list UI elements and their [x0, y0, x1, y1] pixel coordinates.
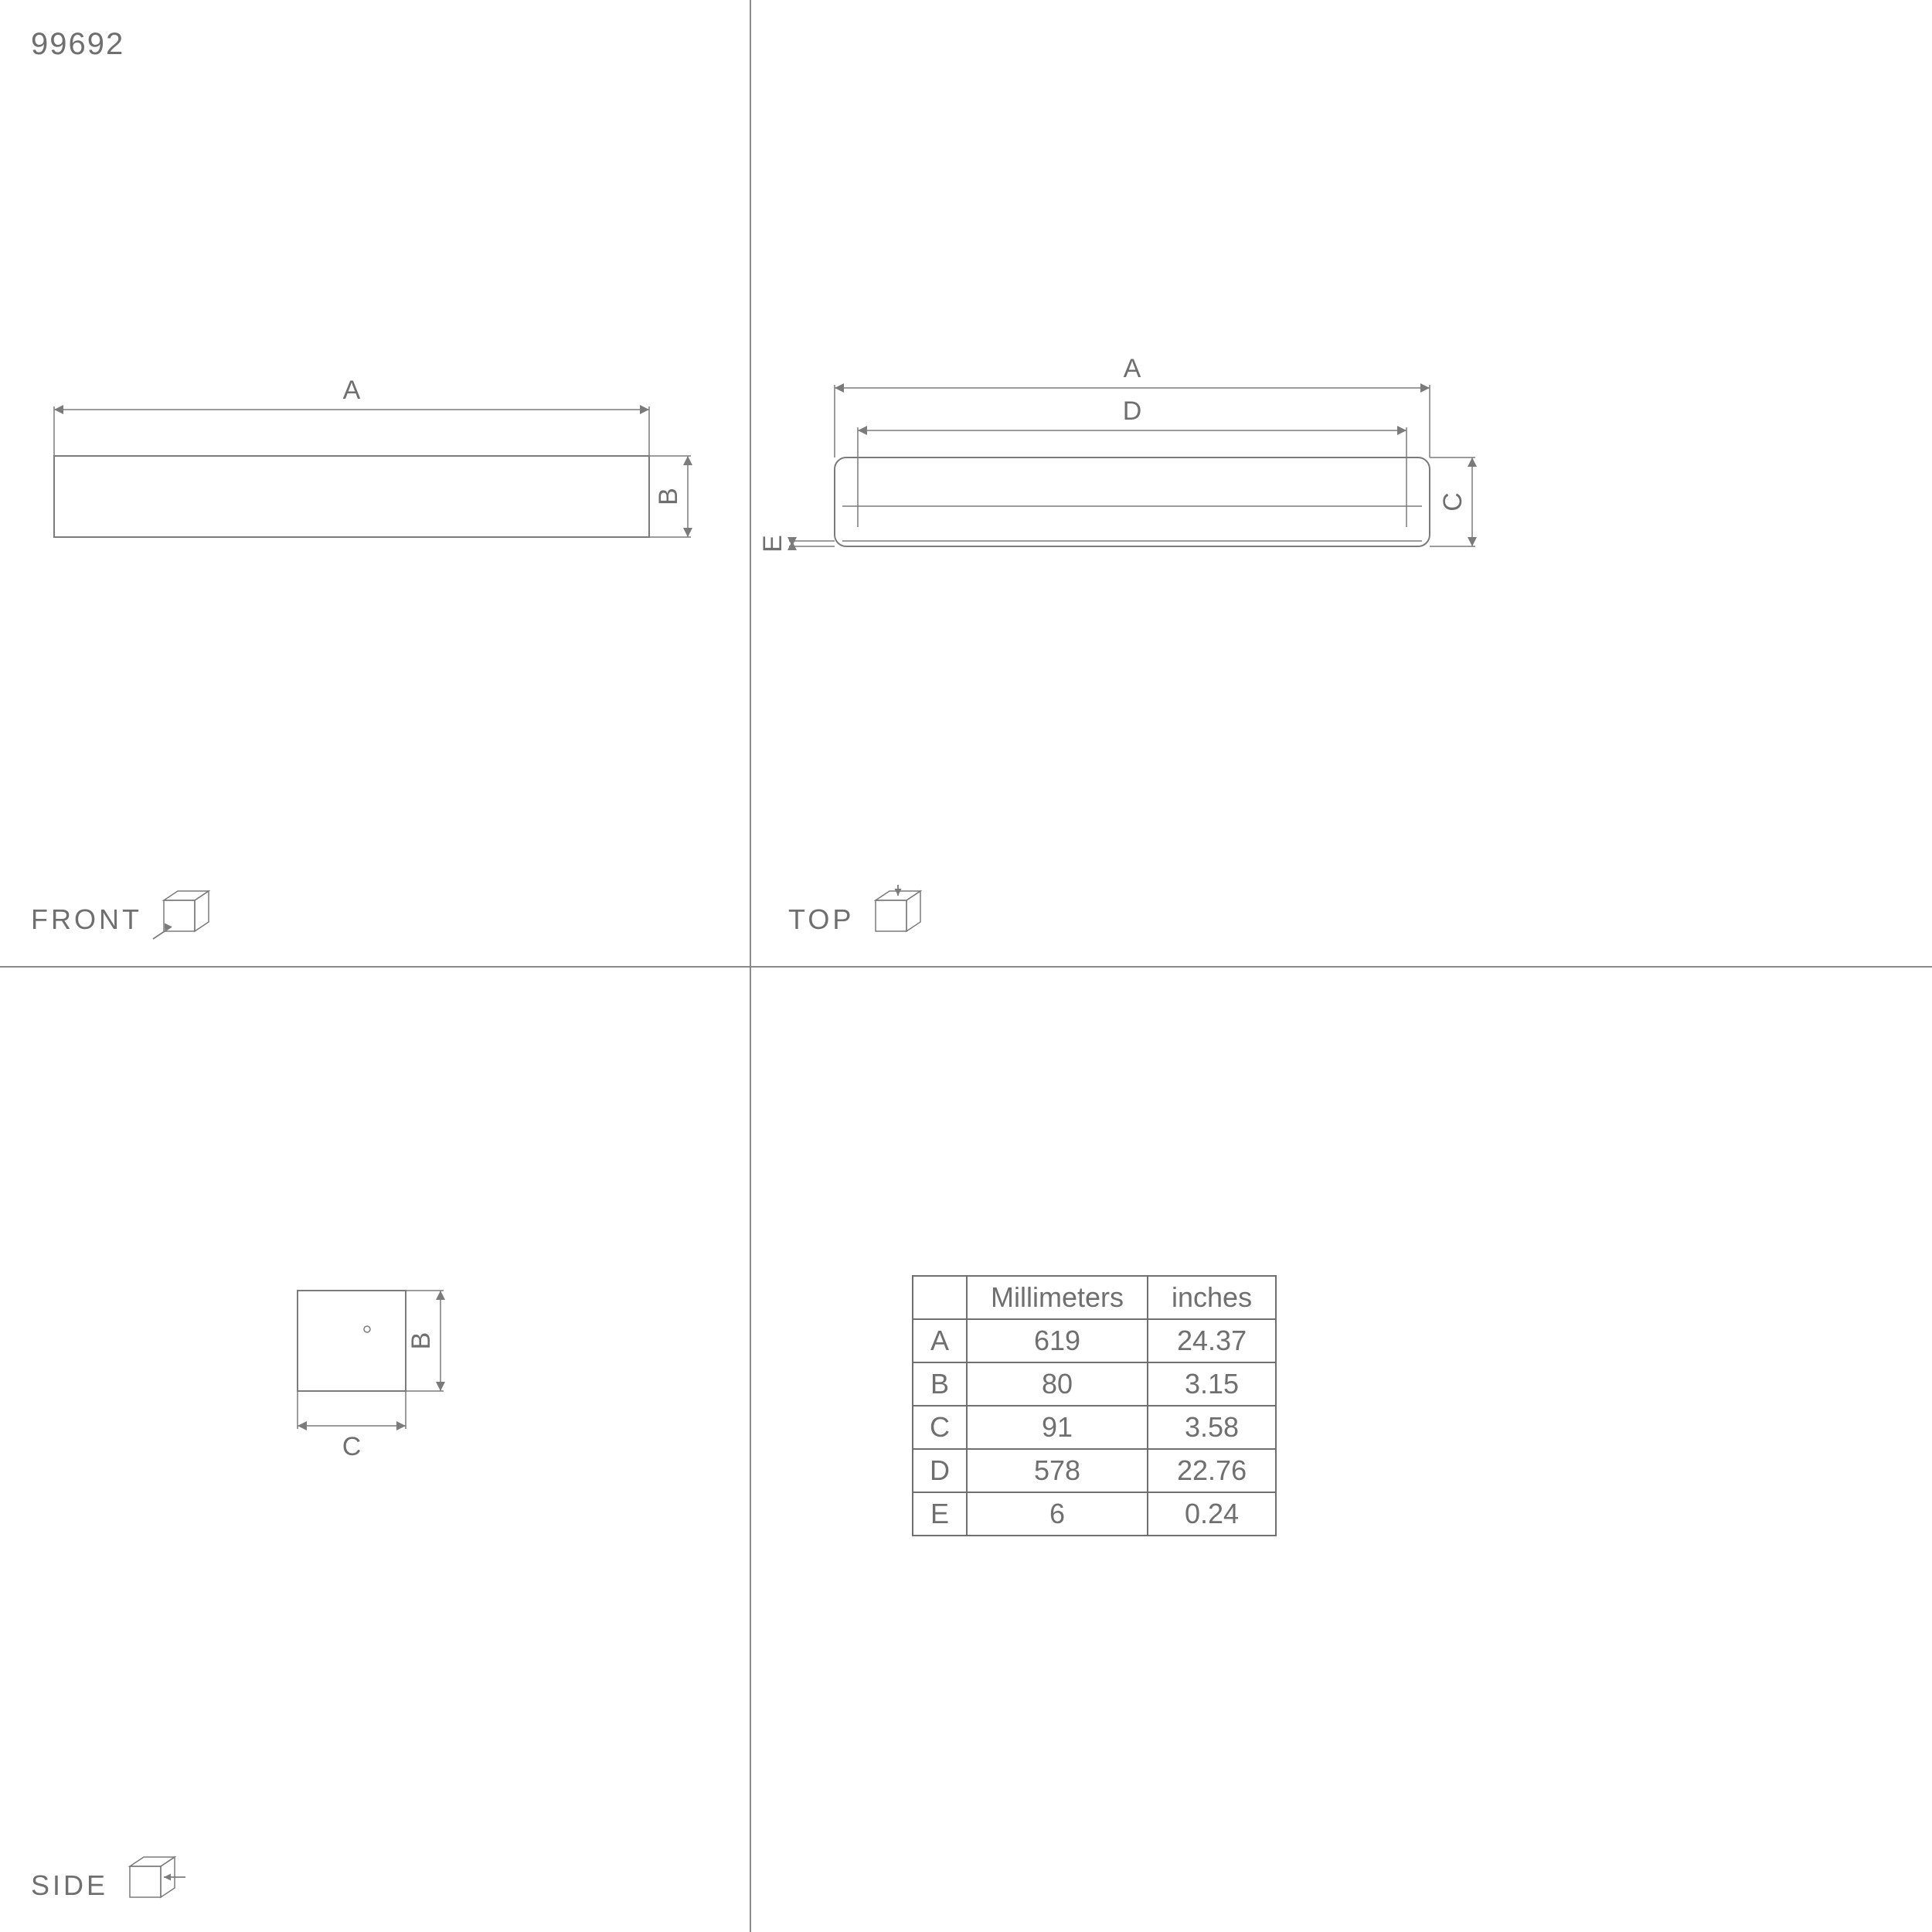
dim-mm: 80	[967, 1362, 1148, 1406]
top-label-text: TOP	[788, 903, 854, 936]
dim-in: 24.37	[1148, 1319, 1276, 1362]
dim-key: C	[913, 1406, 967, 1449]
dim-key: D	[913, 1449, 967, 1492]
table-row: A61924.37	[913, 1319, 1276, 1362]
table-header-mm: Millimeters	[967, 1276, 1148, 1319]
side-view-label: SIDE	[31, 1851, 185, 1920]
front-view: AB	[0, 0, 750, 966]
side-label-text: SIDE	[31, 1869, 108, 1902]
dim-key: B	[913, 1362, 967, 1406]
svg-text:C: C	[342, 1432, 362, 1461]
table-row: D57822.76	[913, 1449, 1276, 1492]
dim-mm: 6	[967, 1492, 1148, 1536]
cube-icon	[116, 1851, 185, 1920]
dim-mm: 619	[967, 1319, 1148, 1362]
dim-mm: 91	[967, 1406, 1148, 1449]
dim-key: A	[913, 1319, 967, 1362]
svg-text:D: D	[1123, 396, 1142, 426]
table-row: C913.58	[913, 1406, 1276, 1449]
dimension-table: Millimeters inches A61924.37B803.15C913.…	[912, 1275, 1277, 1536]
top-view: AD C E	[750, 0, 1932, 966]
dim-in: 22.76	[1148, 1449, 1276, 1492]
svg-text:E: E	[758, 535, 787, 553]
drawing-sheet: 99692 AB FRONT ADCE TOP BC SIDE Millimet…	[0, 0, 1932, 1932]
dim-key: E	[913, 1492, 967, 1536]
svg-text:B: B	[406, 1332, 436, 1350]
cube-icon	[862, 885, 931, 954]
top-view-label: TOP	[788, 885, 931, 954]
svg-text:B: B	[654, 488, 683, 505]
svg-text:A: A	[1124, 354, 1141, 383]
front-label-text: FRONT	[31, 903, 142, 936]
dim-mm: 578	[967, 1449, 1148, 1492]
side-view: BC	[0, 966, 750, 1932]
table-header-row: Millimeters inches	[913, 1276, 1276, 1319]
svg-text:A: A	[343, 376, 361, 405]
cube-icon	[150, 885, 219, 954]
table-row: E60.24	[913, 1492, 1276, 1536]
dim-in: 0.24	[1148, 1492, 1276, 1536]
table-header-in: inches	[1148, 1276, 1276, 1319]
front-view-label: FRONT	[31, 885, 219, 954]
table-row: B803.15	[913, 1362, 1276, 1406]
svg-text:C: C	[1438, 492, 1468, 512]
table-header-blank	[913, 1276, 967, 1319]
dim-in: 3.15	[1148, 1362, 1276, 1406]
dim-in: 3.58	[1148, 1406, 1276, 1449]
